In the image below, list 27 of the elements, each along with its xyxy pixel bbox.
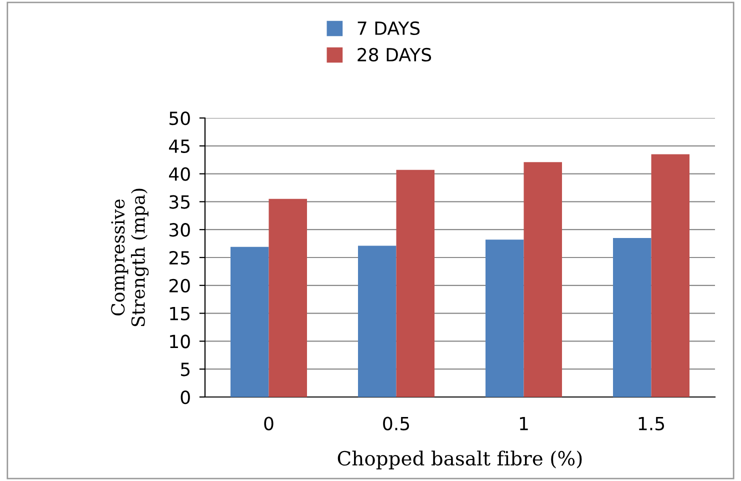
y-tick-label: 50 (170, 111, 190, 126)
bar (613, 238, 652, 397)
y-tick-label: 30 (170, 223, 190, 237)
x-tick-label: 0.5 (383, 416, 410, 430)
legend-label: 7 DAYS (358, 21, 420, 36)
y-tick-label: 15 (170, 306, 190, 320)
y-tick-label: 10 (170, 334, 190, 348)
y-axis-title: Compressive Strength (mpa) (111, 188, 149, 326)
y-tick-label: 20 (169, 278, 190, 293)
bar (230, 246, 269, 397)
x-tick-label: 0 (264, 416, 274, 430)
bar (268, 198, 307, 397)
y-tick-label: 45 (169, 140, 190, 154)
x-tick-label: 1 (520, 417, 528, 430)
y-tick-label: 40 (169, 167, 190, 181)
y-tick-label: 25 (169, 250, 190, 265)
bar (651, 154, 690, 397)
bar (524, 162, 562, 397)
bar (358, 246, 396, 397)
legend-label: 28 DAYS (358, 48, 432, 62)
y-tick-label: 0 (180, 390, 190, 404)
bar (396, 170, 434, 397)
y-tick-label: 35 (170, 195, 190, 209)
y-tick-label: 5 (181, 362, 190, 376)
x-tick-label: 1.5 (638, 417, 664, 430)
x-axis-title: Chopped basalt fibre (%) (338, 450, 582, 470)
bar (486, 240, 524, 397)
